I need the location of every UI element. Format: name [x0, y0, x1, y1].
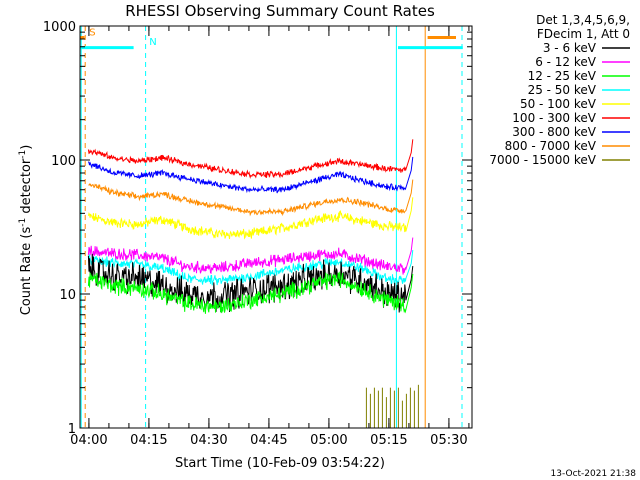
series-line — [88, 179, 414, 217]
legend-label: 6 - 12 keV — [535, 55, 597, 69]
x-tick-label: 04:45 — [250, 433, 287, 448]
x-tick-label: 05:00 — [310, 433, 347, 448]
series-line — [87, 253, 414, 313]
footer-timestamp: 13-Oct-2021 21:38 — [551, 469, 637, 479]
y-axis: 1 10 100 1000 — [43, 20, 472, 437]
x-axis-label: Start Time (10-Feb-09 03:54:22) — [175, 456, 385, 471]
series-line — [87, 250, 414, 286]
x-tick-label: 05:15 — [370, 433, 407, 448]
x-tick-label: 04:30 — [190, 433, 227, 448]
legend-label: 3 - 6 keV — [543, 41, 597, 55]
y-axis-label: Count Rate (s-1 detector-1) — [18, 145, 34, 316]
legend: Det 1,3,4,5,6,9, FDecim 1, Att 0 3 - 6 k… — [489, 13, 630, 167]
x-tick-label: 05:30 — [430, 433, 467, 448]
flag-layer: SN — [80, 27, 463, 50]
series-line — [87, 197, 414, 240]
x-tick-label: 04:15 — [130, 433, 167, 448]
x-axis: 04:00 04:15 04:30 04:45 05:00 05:15 05:30 — [70, 26, 470, 448]
flag-label: N — [149, 37, 156, 48]
y-axis-label-sup1: -1 — [18, 218, 28, 227]
legend-label: 300 - 800 keV — [512, 125, 596, 139]
series-line — [87, 156, 414, 194]
flag-label: S — [89, 27, 95, 38]
x-tick-label: 04:00 — [70, 433, 107, 448]
y-tick-label: 10 — [59, 288, 76, 303]
y-tick-label: 1 — [68, 422, 76, 437]
legend-label: 800 - 7000 keV — [505, 139, 597, 153]
legend-label: 7000 - 15000 keV — [489, 153, 596, 167]
plot-frame — [79, 25, 473, 429]
legend-header-line-2: FDecim 1, Att 0 — [537, 27, 630, 41]
legend-label: 100 - 300 keV — [512, 111, 596, 125]
series-line — [87, 139, 414, 179]
y-tick-label: 100 — [51, 154, 76, 169]
legend-header-line-1: Det 1,3,4,5,6,9, — [536, 13, 630, 27]
y-axis-label-mid: detector — [19, 158, 34, 218]
series-layer — [87, 139, 419, 428]
y-axis-label-sup2: -1 — [18, 150, 28, 159]
series-line — [87, 271, 414, 314]
legend-label: 25 - 50 keV — [528, 83, 597, 97]
y-axis-label-end: ) — [19, 145, 34, 150]
series-line — [87, 237, 414, 275]
chart-title: RHESSI Observing Summary Count Rates — [125, 2, 435, 20]
y-tick-label: 1000 — [43, 20, 76, 35]
y-axis-label-main: Count Rate (s — [19, 227, 34, 316]
legend-label: 12 - 25 keV — [528, 69, 597, 83]
legend-label: 50 - 100 keV — [520, 97, 597, 111]
